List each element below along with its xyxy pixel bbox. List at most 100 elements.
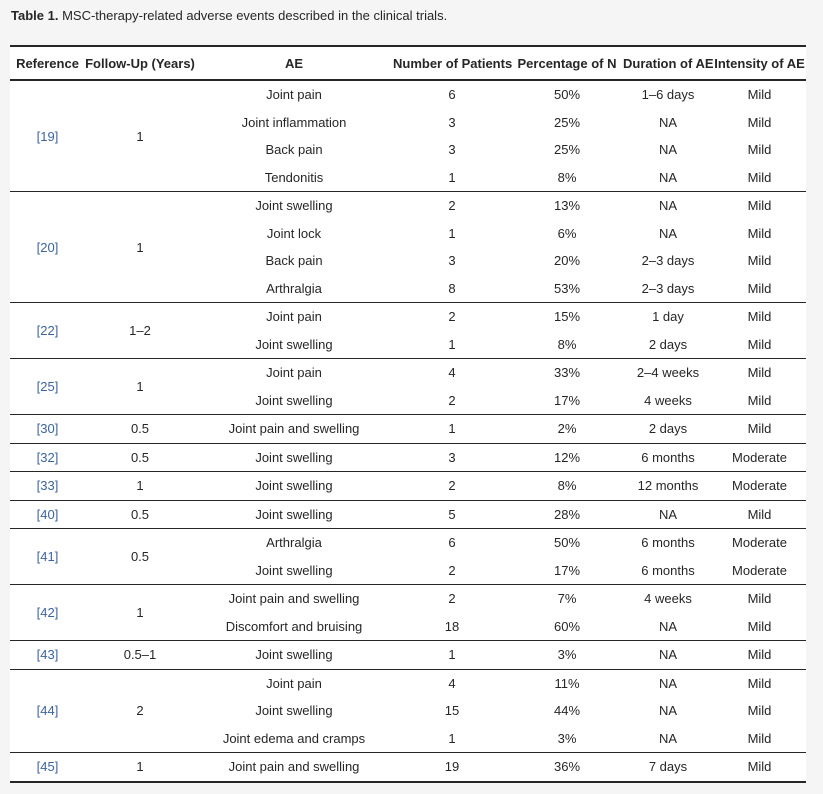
- duration-cell: NA: [623, 612, 713, 641]
- duration-cell: 2 days: [623, 414, 713, 443]
- patients-cell: 3: [393, 108, 511, 136]
- patients-cell: 4: [393, 668, 511, 697]
- reference-cell: [43]: [10, 640, 85, 669]
- patients-cell: 2: [393, 584, 511, 613]
- reference-link[interactable]: [32]: [36, 449, 59, 465]
- table-row: Back pain 3 20% 2–3 days Mild: [10, 247, 806, 275]
- reference-link[interactable]: [22]: [36, 323, 59, 338]
- intensity-cell: Mild: [713, 191, 806, 220]
- duration-cell: 2–3 days: [623, 274, 713, 303]
- reference-cell: [25]: [10, 358, 85, 415]
- ae-cell: Back pain: [195, 247, 393, 275]
- table-row: [30] 0.5 Joint pain and swelling 1 2% 2 days M…: [10, 414, 806, 443]
- adverse-events-table: Reference Follow-Up (Years) AE Number of…: [10, 45, 806, 783]
- reference-link[interactable]: [19]: [36, 128, 59, 144]
- patients-cell: 2: [393, 471, 511, 500]
- follow-up-cell: 1–2: [85, 302, 195, 359]
- intensity-cell: Mild: [713, 697, 806, 725]
- ae-cell: Joint swelling: [195, 640, 393, 669]
- intensity-cell: Mild: [713, 668, 806, 697]
- table-row: [43] 0.5–1 Joint swelling 1 3% NA Mild: [10, 640, 806, 669]
- follow-up-cell: 0.5–1: [85, 640, 195, 669]
- table-caption: Table 1. MSC-therapy-related adverse eve…: [0, 0, 823, 24]
- patients-cell: 1: [393, 330, 511, 359]
- reference-cell: [41]: [10, 528, 85, 585]
- patients-cell: 19: [393, 752, 511, 782]
- table-row: Joint lock 1 6% NA Mild: [10, 219, 806, 247]
- intensity-cell: Mild: [713, 640, 806, 669]
- intensity-cell: Mild: [713, 386, 806, 415]
- ae-cell: Joint swelling: [195, 556, 393, 585]
- follow-up-cell: 2: [85, 668, 195, 753]
- patients-cell: 4: [393, 358, 511, 387]
- reference-link[interactable]: [30]: [36, 421, 59, 437]
- patients-cell: 1: [393, 414, 511, 443]
- patients-cell: 6: [393, 528, 511, 557]
- table-row: [20] 1 Joint swelling 2 13% NA Mild: [10, 191, 806, 303]
- table-row: Arthralgia 8 53% 2–3 days Mild: [10, 274, 806, 303]
- ae-cell: Back pain: [195, 136, 393, 164]
- intensity-cell: Mild: [713, 163, 806, 192]
- reference-link[interactable]: [40]: [36, 506, 59, 522]
- ae-cell: Joint swelling: [195, 442, 393, 472]
- patients-cell: 2: [393, 386, 511, 415]
- percentage-cell: 60%: [511, 612, 623, 641]
- percentage-cell: 7%: [511, 584, 623, 613]
- table-row: [25] 1 Joint pain 4 33% 2–4 weeks Mild: [10, 358, 806, 415]
- intensity-cell: Mild: [713, 752, 806, 782]
- follow-up-cell: 0.5: [85, 442, 195, 472]
- table-row: [44] 2 Joint pain 4 11% NA Mild: [10, 668, 806, 753]
- patients-cell: 1: [393, 163, 511, 192]
- duration-cell: 12 months: [623, 471, 713, 500]
- reference-cell: [22]: [10, 302, 85, 359]
- ae-cell: Joint pain: [195, 302, 393, 331]
- intensity-cell: Mild: [713, 274, 806, 303]
- percentage-cell: 3%: [511, 724, 623, 753]
- ae-cell: Joint swelling: [195, 697, 393, 725]
- percentage-cell: 17%: [511, 386, 623, 415]
- intensity-cell: Mild: [713, 358, 806, 387]
- reference-link[interactable]: [20]: [36, 239, 59, 255]
- follow-up-cell: 1: [85, 752, 195, 782]
- duration-cell: 7 days: [623, 752, 713, 782]
- percentage-cell: 2%: [511, 414, 623, 443]
- ae-cell: Arthralgia: [195, 528, 393, 557]
- percentage-cell: 25%: [511, 108, 623, 136]
- patients-cell: 1: [393, 640, 511, 669]
- patients-cell: 1: [393, 724, 511, 753]
- reference-cell: [45]: [10, 752, 85, 782]
- percentage-cell: 20%: [511, 247, 623, 275]
- ae-cell: Tendonitis: [195, 163, 393, 192]
- follow-up-cell: 0.5: [85, 499, 195, 529]
- patients-cell: 6: [393, 79, 511, 109]
- ae-cell: Joint swelling: [195, 386, 393, 415]
- table-caption-text: MSC-therapy-related adverse events descr…: [58, 8, 448, 23]
- reference-link[interactable]: [44]: [36, 703, 59, 719]
- reference-link[interactable]: [42]: [36, 605, 59, 620]
- duration-cell: 1–6 days: [623, 79, 713, 109]
- table-row: Discomfort and bruising 18 60% NA Mild: [10, 612, 806, 641]
- reference-link[interactable]: [33]: [36, 478, 59, 494]
- patients-cell: 15: [393, 697, 511, 725]
- ae-cell: Arthralgia: [195, 274, 393, 303]
- reference-link[interactable]: [45]: [36, 759, 59, 775]
- intensity-cell: Moderate: [713, 442, 806, 472]
- reference-cell: [32]: [10, 442, 85, 472]
- reference-cell: [30]: [10, 414, 85, 443]
- follow-up-cell: 0.5: [85, 414, 195, 443]
- reference-link[interactable]: [41]: [36, 549, 59, 564]
- reference-link[interactable]: [25]: [36, 379, 59, 394]
- patients-cell: 3: [393, 136, 511, 164]
- duration-cell: NA: [623, 724, 713, 753]
- table-row: [40] 0.5 Joint swelling 5 28% NA Mild: [10, 499, 806, 529]
- table-row: Joint inflammation 3 25% NA Mild: [10, 108, 806, 136]
- percentage-cell: 8%: [511, 163, 623, 192]
- ae-cell: Joint pain and swelling: [195, 414, 393, 443]
- percentage-cell: 11%: [511, 668, 623, 697]
- reference-link[interactable]: [43]: [36, 647, 59, 663]
- intensity-cell: Moderate: [713, 471, 806, 500]
- table-row: Joint swelling 2 17% 6 months Moderate: [10, 556, 806, 585]
- column-header-intensity: Intensity of AE: [713, 45, 806, 81]
- table-row: [22] 1–2 Joint pain 2 15% 1 day Mild: [10, 302, 806, 359]
- reference-cell: [33]: [10, 471, 85, 500]
